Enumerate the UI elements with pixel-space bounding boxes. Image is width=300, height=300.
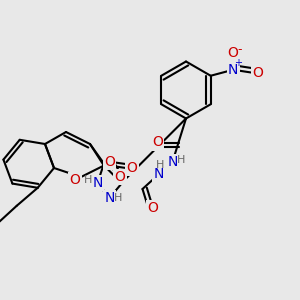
Text: O: O [127, 161, 137, 175]
Text: N: N [92, 176, 103, 190]
Text: N: N [167, 155, 178, 169]
Text: O: O [228, 46, 238, 60]
Text: N: N [104, 191, 115, 205]
Text: O: O [148, 202, 158, 215]
Text: O: O [253, 66, 263, 80]
Text: H: H [84, 175, 93, 185]
Text: N: N [154, 167, 164, 181]
Text: H: H [114, 193, 123, 203]
Text: O: O [115, 170, 125, 184]
Text: O: O [152, 136, 163, 149]
Text: N: N [228, 63, 238, 77]
Text: O: O [104, 155, 115, 169]
Text: -: - [238, 43, 242, 56]
Text: O: O [70, 173, 80, 187]
Text: H: H [156, 160, 164, 170]
Text: +: + [234, 58, 242, 68]
Text: H: H [177, 154, 185, 165]
